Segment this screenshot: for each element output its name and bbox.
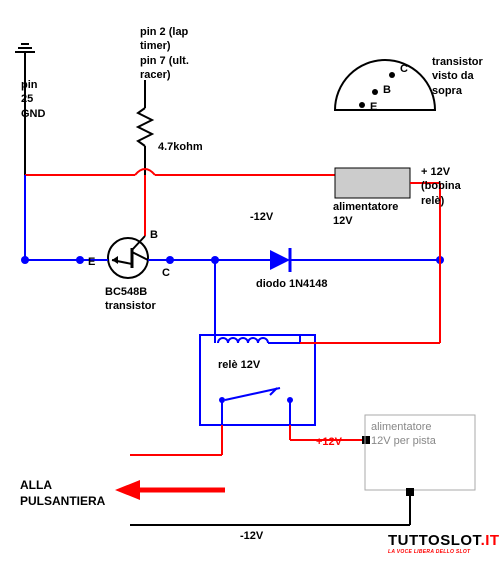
logo-sub-text: LA VOCE LIBERA DELLO SLOT bbox=[388, 549, 500, 555]
label-minus12v-1: -12V bbox=[250, 210, 273, 224]
label-minus12v-2: -12V bbox=[240, 529, 263, 543]
label-diodo: diodo 1N4148 bbox=[256, 277, 328, 291]
label-resistor: 4.7kohm bbox=[158, 140, 203, 154]
label-pulsantiera: ALLA PULSANTIERA bbox=[20, 478, 105, 509]
label-plus12v: + 12V (bobina relè) bbox=[421, 165, 461, 208]
label-alim-pista: alimentatore 12V per pista bbox=[371, 420, 436, 449]
label-transistor-c: C bbox=[162, 266, 170, 280]
label-bc548b: BC548B transistor bbox=[105, 285, 156, 314]
label-plus12v-red: +12V bbox=[316, 435, 342, 449]
logo: TUTTOSLOT.IT LA VOCE LIBERA DELLO SLOT bbox=[388, 532, 500, 555]
logo-main-text: TUTTOSLOT.IT bbox=[388, 532, 500, 549]
label-transistor-e: E bbox=[88, 255, 95, 269]
label-pin2: pin 2 (lap timer) pin 7 (ult. racer) bbox=[140, 25, 189, 82]
label-alimentatore: alimentatore 12V bbox=[333, 200, 398, 229]
label-tv-b: B bbox=[383, 83, 391, 97]
label-transistor-b: B bbox=[150, 228, 158, 242]
label-rele: relè 12V bbox=[218, 358, 260, 372]
label-pin25: pin 25 GND bbox=[21, 78, 45, 121]
label-tv-e: E bbox=[370, 100, 377, 114]
label-tv-c: C bbox=[400, 62, 408, 76]
label-transistor-view: transistor visto da sopra bbox=[432, 55, 483, 98]
